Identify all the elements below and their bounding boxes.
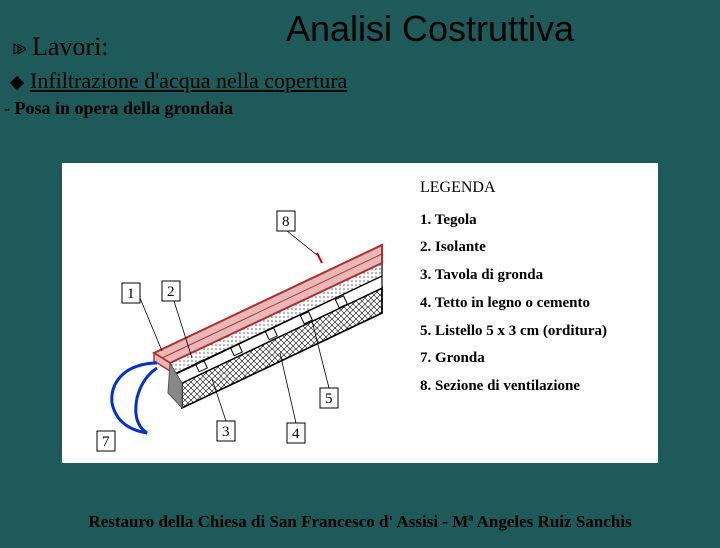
arrow-bullet-icon <box>12 42 26 56</box>
legend-title: LEGENDA <box>420 173 650 203</box>
diagram-area: 1 2 8 7 3 4 5 LEGENDA <box>62 163 658 463</box>
legend-item: 8. Sezione di ventilazione <box>420 373 650 401</box>
subtext: - Posa in opera della grondaia <box>4 98 720 119</box>
footer-text: Restauro della Chiesa di San Francesco d… <box>0 512 720 532</box>
subsection-header: Infiltrazione d'acqua nella copertura <box>12 68 720 94</box>
subsection-label: Infiltrazione d'acqua nella copertura <box>30 68 347 93</box>
label-3: 3 <box>222 424 230 440</box>
legend: LEGENDA 1. Tegola 2. Isolante 3. Tavola … <box>420 173 650 401</box>
roof-cross-section-diagram: 1 2 8 7 3 4 5 <box>62 163 412 463</box>
ventilation-mark <box>317 253 322 263</box>
legend-item: 3. Tavola di gronda <box>420 262 650 290</box>
diamond-bullet-icon <box>10 76 24 90</box>
legend-item: 7. Gronda <box>420 345 650 373</box>
label-8: 8 <box>282 214 290 230</box>
label-1: 1 <box>127 286 135 302</box>
label-4: 4 <box>292 426 300 442</box>
section-label: Lavori: <box>32 32 109 61</box>
gronda-gutter <box>112 363 157 433</box>
label-7: 7 <box>102 434 110 450</box>
legend-item: 1. Tegola <box>420 207 650 235</box>
legend-item: 4. Tetto in legno o cemento <box>420 290 650 318</box>
label-5: 5 <box>325 391 333 407</box>
legend-item: 5. Listello 5 x 3 cm (orditura) <box>420 318 650 346</box>
legend-item: 2. Isolante <box>420 234 650 262</box>
label-2: 2 <box>167 284 175 300</box>
